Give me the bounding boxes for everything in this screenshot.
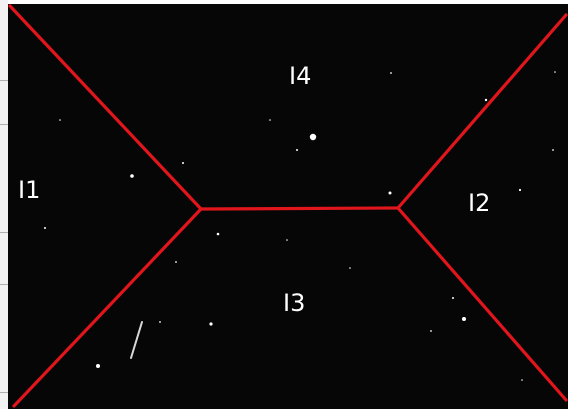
star: [269, 119, 271, 121]
strip-tick: [0, 284, 8, 285]
star: [390, 72, 392, 74]
strip-tick: [0, 124, 8, 125]
region-boundaries: [8, 4, 568, 408]
star: [209, 322, 213, 326]
star: [462, 317, 466, 321]
star: [430, 330, 432, 332]
region-label-i4: I4: [289, 62, 312, 90]
star: [296, 149, 298, 151]
boundary-bottom-right: [396, 206, 568, 402]
star: [552, 149, 554, 151]
star: [175, 261, 177, 263]
region-label-i1: I1: [18, 176, 41, 204]
star: [44, 227, 46, 229]
region-label-i2: I2: [468, 189, 491, 217]
star: [59, 119, 61, 121]
star: [484, 98, 488, 102]
star: [96, 364, 100, 368]
star: [452, 297, 454, 299]
strip-tick: [0, 80, 8, 81]
star: [182, 162, 184, 164]
star: [554, 71, 556, 73]
star: [130, 174, 134, 178]
meteor-streak: [130, 321, 143, 359]
night-sky-image: [8, 4, 568, 409]
boundary-top-left: [8, 4, 203, 211]
boundary-center: [199, 206, 400, 211]
strip-tick: [0, 392, 8, 393]
star: [521, 379, 523, 381]
star: [216, 232, 220, 236]
region-label-i3: I3: [283, 289, 306, 317]
left-frame-strip: [0, 0, 8, 409]
star: [286, 239, 288, 241]
boundary-top-right: [396, 13, 568, 210]
star-field: [44, 71, 556, 381]
bright-star: [309, 133, 317, 141]
star: [388, 191, 392, 195]
boundary-bottom-left: [12, 207, 203, 408]
strip-tick: [0, 232, 8, 233]
star: [518, 188, 522, 192]
star: [159, 321, 161, 323]
star: [349, 267, 351, 269]
